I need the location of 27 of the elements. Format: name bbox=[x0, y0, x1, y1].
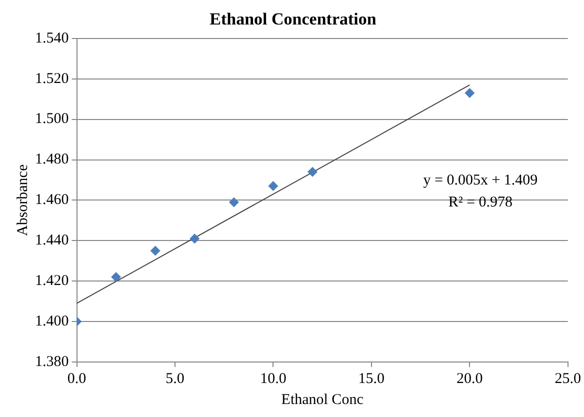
annotation: y = 0.005x + 1.409 bbox=[423, 172, 538, 189]
x-tick-label: 10.0 bbox=[260, 370, 286, 387]
point bbox=[464, 88, 475, 98]
point bbox=[228, 197, 239, 208]
point bbox=[190, 234, 200, 244]
x-tick-label: 0.0 bbox=[67, 370, 86, 387]
x-tick-label: 5.0 bbox=[166, 370, 184, 387]
point bbox=[307, 166, 318, 177]
y-axis-title: Absorbance bbox=[14, 164, 31, 236]
annotation: R² = 0.978 bbox=[448, 194, 513, 211]
chart-title: Ethanol Concentration bbox=[210, 10, 377, 29]
x-axis-title: Ethanol Conc bbox=[281, 392, 364, 408]
point bbox=[150, 246, 160, 256]
x-tick-label: 15.0 bbox=[358, 370, 385, 387]
x-tick-label: 20.0 bbox=[456, 370, 483, 387]
y-tick-label: 1.540 bbox=[35, 30, 69, 46]
point bbox=[111, 272, 122, 282]
x-tick-label: 25.0 bbox=[554, 370, 581, 387]
y-tick-label: 1.480 bbox=[35, 152, 69, 168]
point bbox=[268, 181, 278, 192]
y-tick-label: 1.420 bbox=[35, 273, 69, 290]
y-tick-label: 1.400 bbox=[35, 313, 69, 330]
y-tick-label: 1.500 bbox=[35, 111, 69, 128]
y-tick-label: 1.520 bbox=[35, 70, 69, 87]
y-tick-label: 1.460 bbox=[35, 192, 69, 208]
y-tick-label: 1.440 bbox=[35, 232, 69, 249]
y-tick-label: 1.380 bbox=[35, 354, 69, 370]
